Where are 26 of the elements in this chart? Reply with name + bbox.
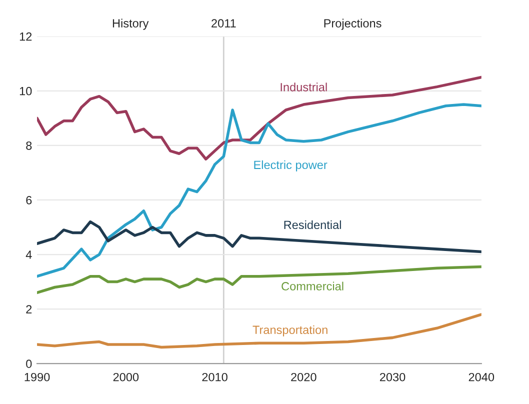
- y-tick-label: 10: [20, 86, 32, 96]
- line-series: [37, 220, 482, 254]
- series-label: Residential: [284, 220, 341, 230]
- x-tick-label: 2000: [113, 372, 139, 382]
- text: History: [112, 18, 149, 30]
- line-series: [37, 265, 482, 294]
- line-series: [37, 313, 482, 349]
- text: Projections: [324, 18, 382, 30]
- line-series: [37, 103, 482, 278]
- x-tick-label: 2020: [291, 372, 316, 382]
- y-tick-label: 4: [26, 250, 32, 259]
- x-tick-label: 1990: [24, 372, 50, 382]
- y-tick-label: 8: [26, 141, 32, 150]
- series-label: Industrial: [280, 82, 327, 92]
- y-tick-label: 2: [26, 305, 32, 314]
- y-tick-label: 0: [26, 360, 32, 368]
- line-series: [37, 76, 482, 160]
- x-tick-label: 2030: [380, 372, 406, 382]
- y-tick-label: 6: [26, 196, 32, 204]
- series-label: Transportation: [252, 325, 328, 336]
- ref-line-label: 2011: [212, 19, 236, 28]
- x-tick-label: 2040: [468, 372, 494, 382]
- series-label: Electric power: [254, 160, 328, 172]
- series-label: Commercial: [282, 282, 344, 290]
- x-tick-label: 2010: [202, 372, 228, 382]
- y-tick-label: 12: [20, 32, 32, 41]
